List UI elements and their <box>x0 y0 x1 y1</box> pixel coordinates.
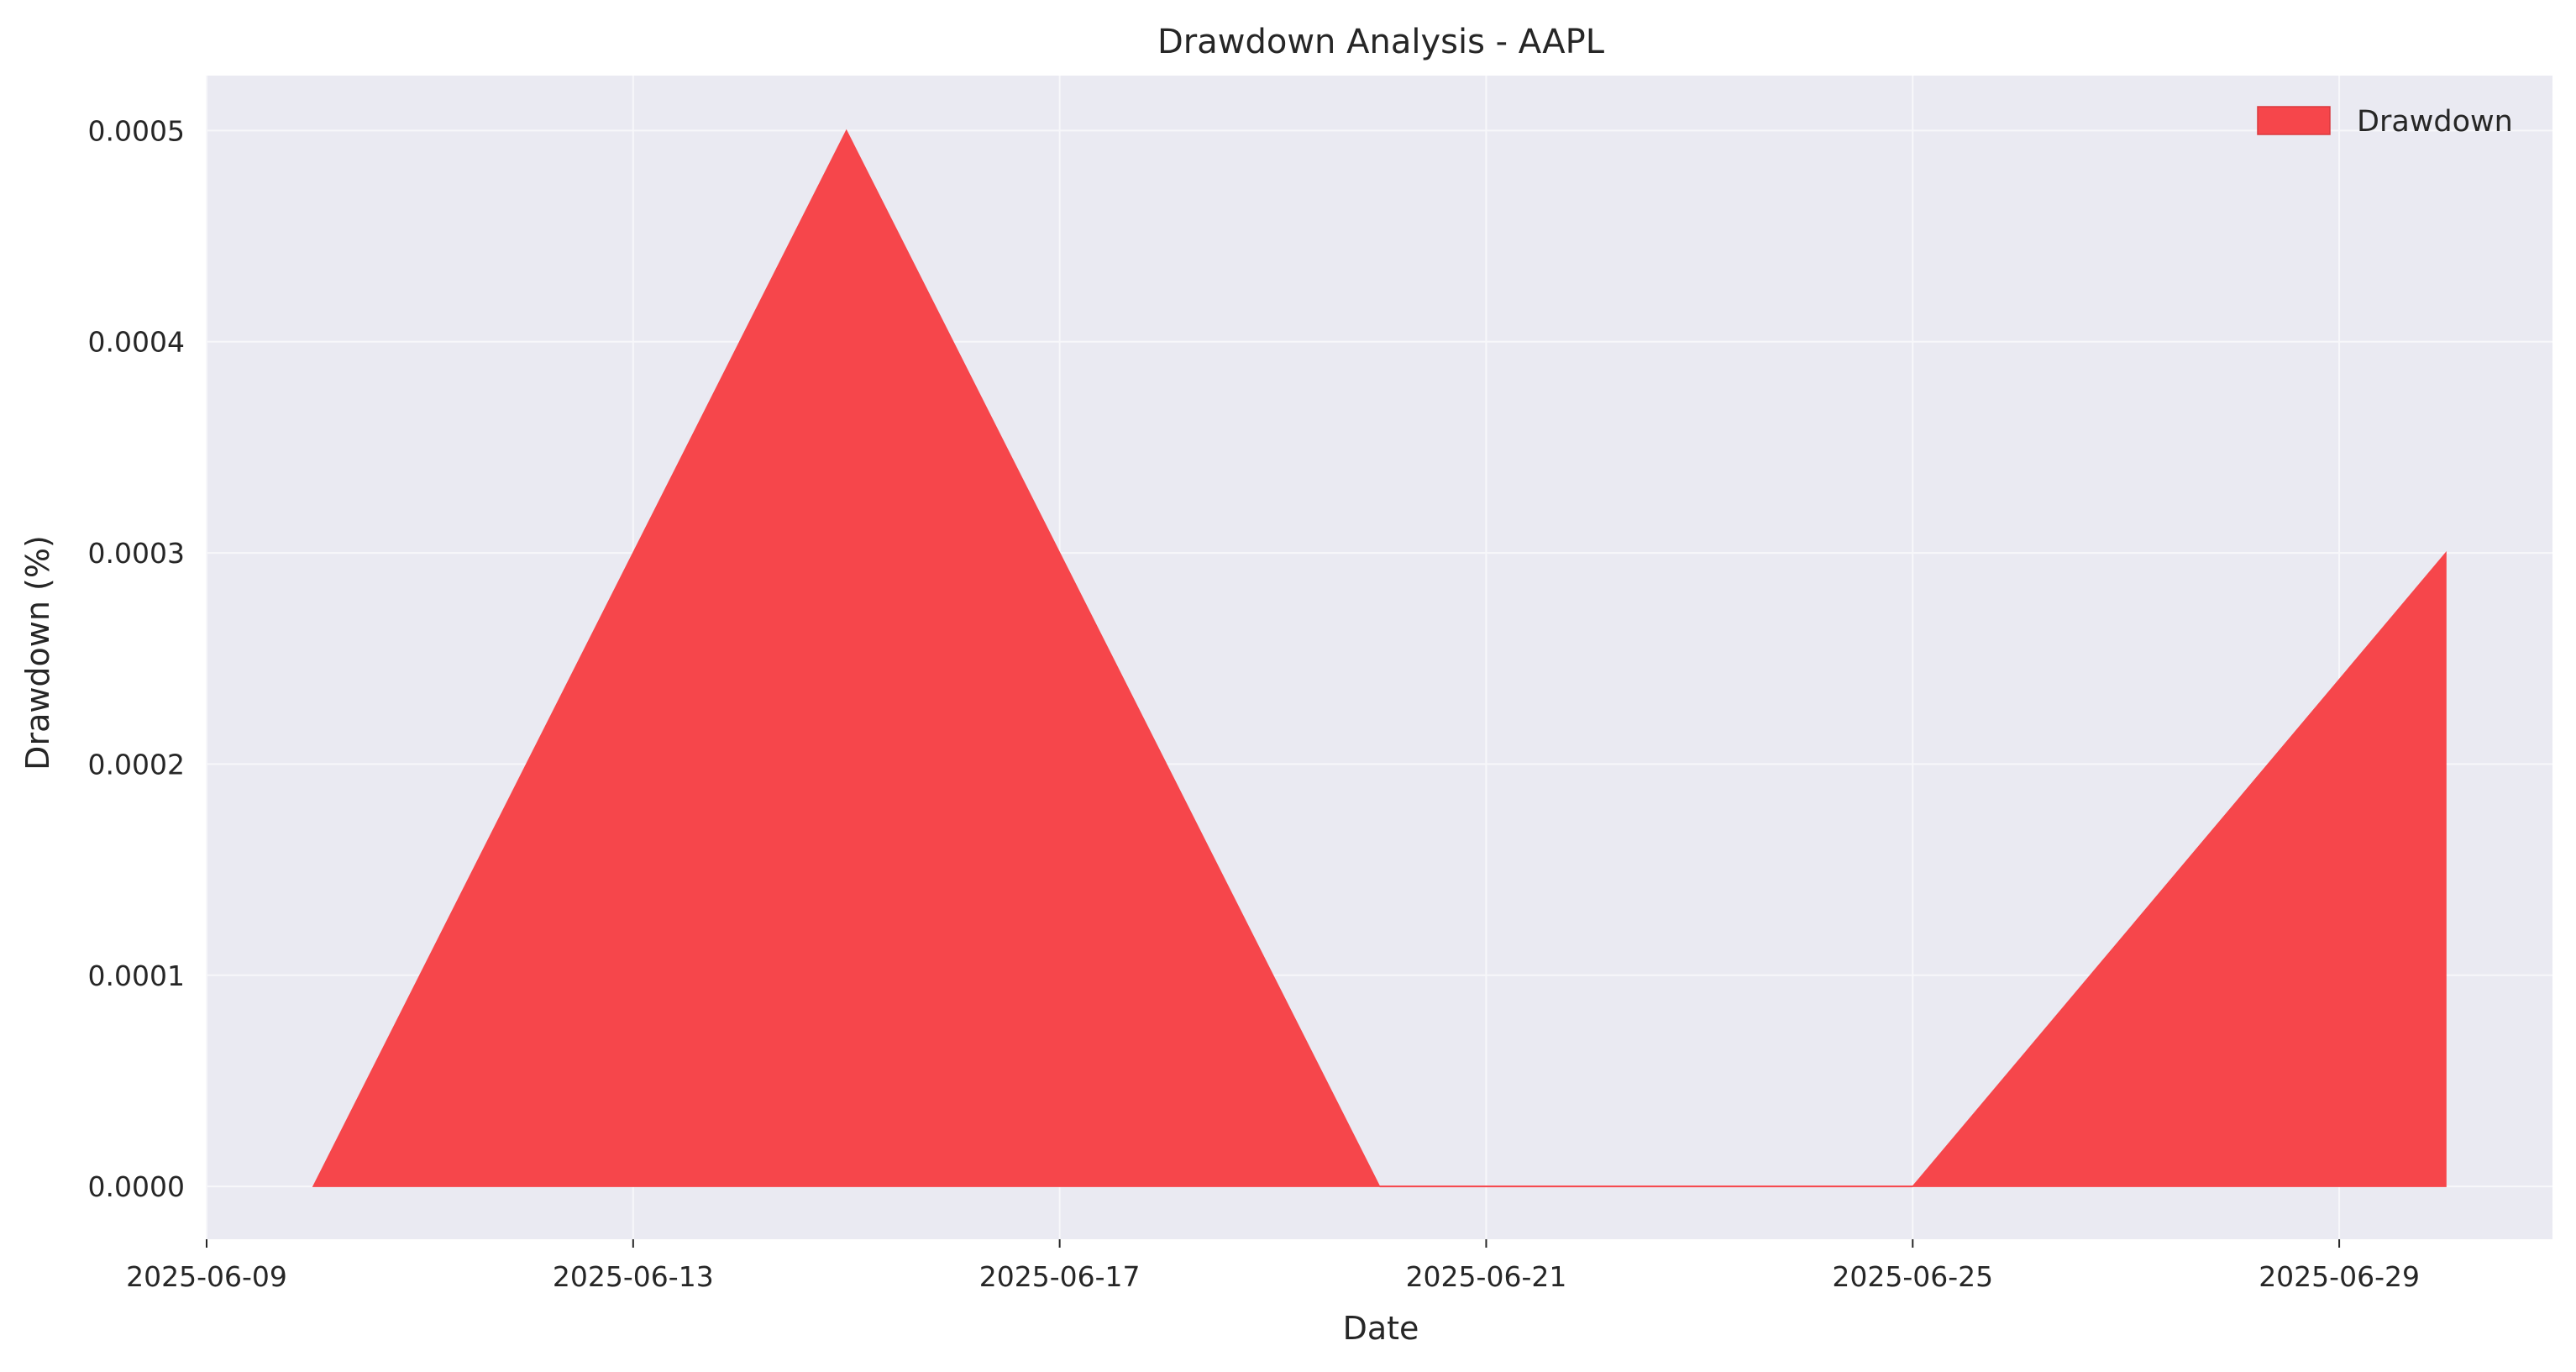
legend: Drawdown <box>2257 105 2513 139</box>
y-tick-label: 0.0000 <box>88 1170 185 1203</box>
y-axis-label: Drawdown (%) <box>19 535 56 770</box>
x-axis-label: Date <box>1343 1310 1419 1347</box>
x-tick-label: 2025-06-29 <box>2259 1260 2420 1293</box>
y-axis-ticks: 0.0000 0.0001 0.0002 0.0003 0.0004 0.0005 <box>88 114 185 1203</box>
x-axis-ticks: 2025-06-09 2025-06-13 2025-06-17 2025-06-21… <box>126 1239 2420 1293</box>
legend-swatch-drawdown <box>2257 106 2331 135</box>
chart-title: Drawdown Analysis - AAPL <box>1157 23 1605 61</box>
x-tick-label: 2025-06-21 <box>1406 1260 1567 1293</box>
y-tick-label: 0.0001 <box>88 959 185 992</box>
y-tick-label: 0.0005 <box>88 114 185 147</box>
x-tick-label: 2025-06-25 <box>1832 1260 1993 1293</box>
x-tick-label: 2025-06-17 <box>979 1260 1141 1293</box>
series-area-layer <box>312 129 2447 1188</box>
legend-label-drawdown: Drawdown <box>2357 105 2513 139</box>
y-tick-label: 0.0004 <box>88 326 185 359</box>
y-tick-label: 0.0002 <box>88 748 185 781</box>
x-tick-label: 2025-06-13 <box>553 1260 714 1293</box>
y-tick-label: 0.0003 <box>88 537 185 570</box>
x-tick-label: 2025-06-09 <box>126 1260 287 1293</box>
